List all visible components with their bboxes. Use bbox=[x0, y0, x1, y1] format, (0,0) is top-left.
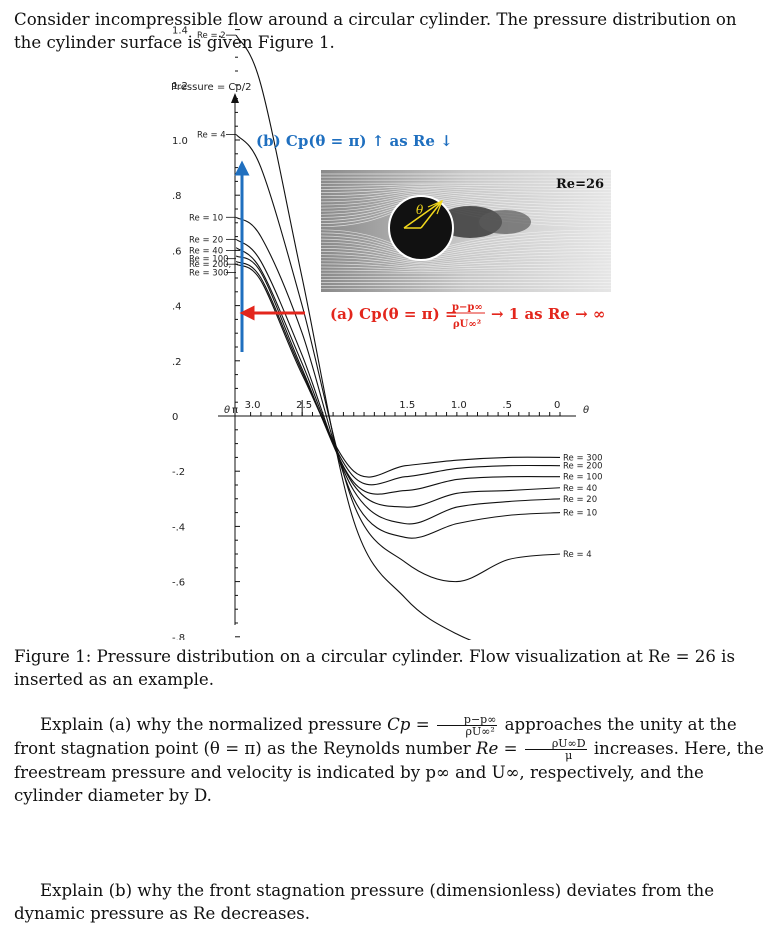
re-symbol: Re bbox=[476, 739, 499, 758]
equals-sign: = bbox=[415, 715, 430, 734]
streamline bbox=[320, 263, 612, 269]
figure-caption: Figure 1: Pressure distribution on a cir… bbox=[14, 647, 736, 689]
question-a: Explain (a) why the normalized pressure … bbox=[14, 713, 766, 807]
re-fraction: ρU∞D μ bbox=[524, 738, 587, 762]
curve-re-10 bbox=[235, 216, 561, 539]
question-a-text-3: increases. Here, the freestream pressure… bbox=[14, 739, 764, 805]
re-label-left: Re = 40 bbox=[189, 246, 223, 256]
question-a-text-1: Explain (a) why the normalized pressure bbox=[40, 715, 382, 734]
re-label-right: Re = 20 bbox=[563, 495, 597, 505]
cp-numerator: p−p∞ bbox=[436, 714, 498, 726]
streamline bbox=[320, 190, 612, 200]
cp-denominator: ρU∞² bbox=[465, 725, 495, 738]
re-label-right: Re = 100 bbox=[563, 473, 603, 483]
question-a-text-2: approaches the unity at the front stagna… bbox=[14, 715, 737, 758]
pressure-distribution-figure: Pressure = Cp/2 1.4 1.2 1.0 .8 .6 .4 .2 0 -.2 -.4… bbox=[171, 26, 612, 640]
re-label-right: Re = 4 bbox=[563, 550, 592, 560]
x-tick-label: .5 bbox=[502, 400, 512, 411]
pressure-curves bbox=[235, 34, 561, 640]
curve-re-20 bbox=[235, 238, 561, 525]
streamline bbox=[320, 269, 612, 272]
theta-symbol-inset: θ bbox=[416, 203, 424, 217]
re-numerator: ρU∞D bbox=[524, 738, 587, 750]
re-label-left: Re = 300 bbox=[189, 268, 229, 278]
y-axis-arrowhead bbox=[231, 93, 239, 103]
x-tick-label: 1.5 bbox=[399, 400, 415, 411]
y-tick-labels: 1.41.21.0.8.6.4.20-.2-.4-.6-.8-1.0 bbox=[172, 26, 188, 640]
y-ticks bbox=[235, 29, 240, 638]
streamline bbox=[320, 260, 612, 268]
y-tick-label: -.4 bbox=[172, 522, 185, 533]
annotation-a-numerator: p−p∞ bbox=[452, 302, 483, 313]
streamline bbox=[320, 187, 612, 193]
streamline bbox=[320, 254, 612, 265]
re-label-left: Re = 4 bbox=[197, 130, 226, 140]
annotation-b: (b) Cp(θ = π) ↑ as Re ↓ bbox=[256, 132, 453, 150]
y-tick-label: 1.2 bbox=[172, 81, 188, 92]
curve-re-2 bbox=[235, 34, 472, 640]
x-tick-label: 2.5 bbox=[296, 400, 312, 411]
theta-axis-symbol-right: θ bbox=[583, 405, 589, 416]
curve-re-100 bbox=[235, 255, 561, 495]
streamline bbox=[320, 185, 612, 190]
re-label-left: Re = 2 bbox=[197, 31, 226, 41]
y-axis-title: Pressure = Cp/2 bbox=[171, 82, 252, 93]
cp-fraction: p−p∞ ρU∞² bbox=[436, 714, 498, 738]
y-tick-label: .6 bbox=[172, 246, 182, 257]
annotation-a-rhs: → 1 as Re → ∞ bbox=[491, 305, 605, 323]
curve-re-40 bbox=[235, 247, 561, 508]
streamline bbox=[320, 188, 612, 197]
curve-re-4 bbox=[235, 134, 561, 583]
equals-sign-2: = bbox=[503, 739, 518, 758]
inset-label: Re=26 bbox=[556, 177, 604, 192]
pi-axis-symbol: π bbox=[232, 405, 238, 416]
y-tick-label: 0 bbox=[172, 412, 178, 423]
x-tick-labels: 3.0 2.5 1.5 1.0 .5 0 bbox=[245, 400, 561, 411]
annotation-a-lhs: (a) Cp(θ = π) = bbox=[330, 305, 458, 323]
re-label-left: Re = 200, bbox=[189, 260, 231, 270]
streamline bbox=[320, 266, 612, 271]
flow-visualization-inset: θ Re=26 bbox=[320, 170, 612, 292]
re-label-left: Re = 20 bbox=[189, 235, 223, 245]
streamline bbox=[320, 184, 612, 187]
intro-paragraph: Consider incompressible flow around a ci… bbox=[14, 10, 737, 52]
x-tick-label: 1.0 bbox=[451, 400, 467, 411]
x-tick-label: 0 bbox=[554, 400, 560, 411]
streamline bbox=[320, 257, 612, 266]
theta-axis-symbol: θ bbox=[224, 405, 230, 416]
question-b: Explain (b) why the front stagnation pre… bbox=[14, 881, 715, 923]
re-label-right: Re = 300 bbox=[563, 453, 603, 463]
streamline bbox=[320, 192, 612, 203]
re-label-right: Re = 40 bbox=[563, 484, 597, 494]
cp-symbol: Cp bbox=[387, 715, 411, 734]
x-tick-label: 3.0 bbox=[245, 400, 261, 411]
annotation-a-denominator: ρU∞² bbox=[453, 319, 481, 330]
re-label-left: Re = 10 bbox=[189, 213, 223, 223]
y-tick-label: 1.4 bbox=[172, 26, 188, 37]
re-label-right: Re = 10 bbox=[563, 509, 597, 519]
y-tick-label: .2 bbox=[172, 357, 182, 368]
re-label-left: Re = 100 bbox=[189, 255, 229, 265]
y-tick-label: .4 bbox=[172, 302, 182, 313]
y-tick-label: -.6 bbox=[172, 578, 185, 589]
curve-re-300 bbox=[235, 263, 561, 478]
y-tick-label: .8 bbox=[172, 191, 182, 202]
re-denominator: μ bbox=[565, 749, 573, 762]
streamline bbox=[320, 193, 612, 206]
y-tick-label: -.8 bbox=[172, 633, 185, 640]
re-label-right: Re = 200 bbox=[563, 462, 603, 472]
y-tick-label: 1.0 bbox=[172, 136, 188, 147]
streamline bbox=[320, 251, 612, 263]
curve-re-200 bbox=[235, 260, 561, 486]
y-tick-label: -.2 bbox=[172, 467, 185, 478]
